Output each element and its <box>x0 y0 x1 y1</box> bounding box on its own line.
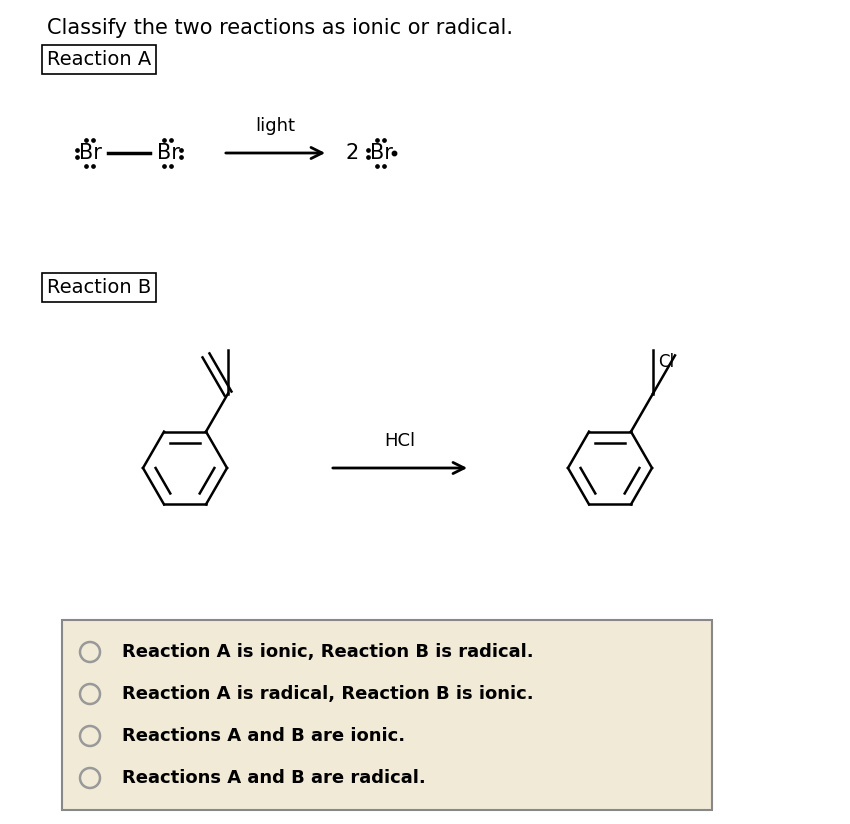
Text: Cl: Cl <box>658 353 674 371</box>
Text: HCl: HCl <box>384 432 416 450</box>
Text: Br: Br <box>156 143 179 163</box>
Text: Reaction B: Reaction B <box>47 278 151 297</box>
Text: Classify the two reactions as ionic or radical.: Classify the two reactions as ionic or r… <box>47 18 513 38</box>
Text: Br: Br <box>78 143 101 163</box>
Text: Reaction A is radical, Reaction B is ionic.: Reaction A is radical, Reaction B is ion… <box>122 685 534 703</box>
Text: Reaction A is ionic, Reaction B is radical.: Reaction A is ionic, Reaction B is radic… <box>122 643 534 661</box>
FancyBboxPatch shape <box>62 620 712 810</box>
Text: 2: 2 <box>346 143 360 163</box>
Text: Reactions A and B are radical.: Reactions A and B are radical. <box>122 769 426 787</box>
Text: light: light <box>256 117 296 135</box>
Text: Br: Br <box>370 143 393 163</box>
Text: Reaction A: Reaction A <box>47 50 151 69</box>
Text: Reactions A and B are ionic.: Reactions A and B are ionic. <box>122 727 405 745</box>
